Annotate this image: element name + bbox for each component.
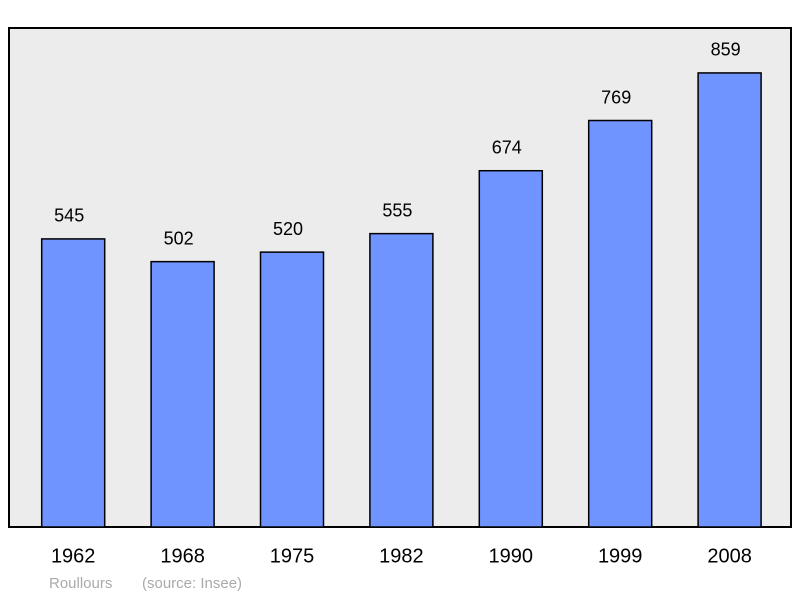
value-label: 859	[711, 40, 741, 60]
bar	[40, 238, 106, 528]
bar	[697, 72, 762, 528]
bar	[150, 260, 215, 528]
value-label: 520	[273, 219, 303, 239]
x-tick-label: 1975	[270, 545, 315, 567]
x-tick-label: 1990	[489, 545, 534, 567]
x-tick-label: 1999	[598, 545, 643, 567]
x-tick-label: 2008	[707, 545, 752, 567]
bar	[369, 232, 434, 528]
x-tick-label: 1982	[379, 545, 424, 567]
x-tick-label: 1968	[160, 545, 205, 567]
value-label: 674	[492, 137, 522, 157]
bar	[259, 251, 325, 528]
source: (source: Insee)	[142, 575, 242, 592]
value-label: 502	[164, 228, 194, 248]
bar	[478, 169, 544, 528]
value-label: 555	[382, 200, 412, 220]
value-label: 769	[601, 87, 631, 107]
bar	[587, 119, 653, 528]
x-tick-label: 1962	[51, 545, 96, 567]
value-label: 545	[54, 206, 84, 226]
caption: Roullours	[49, 575, 112, 592]
